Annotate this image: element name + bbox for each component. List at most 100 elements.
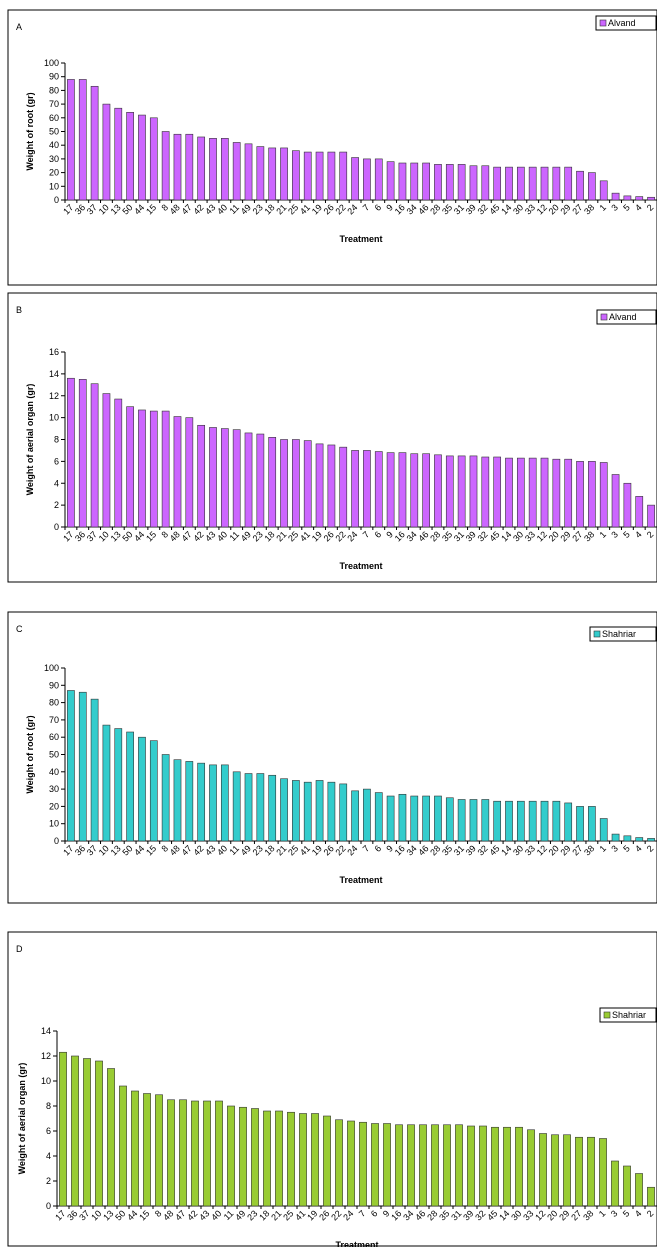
bar — [410, 162, 419, 201]
y-tick-label: 6 — [54, 456, 59, 466]
bar — [323, 1115, 331, 1207]
bar — [303, 440, 312, 528]
x-tick-label: 9 — [384, 202, 395, 213]
bar — [185, 761, 194, 842]
bar — [209, 427, 217, 528]
legend-frame — [596, 309, 657, 325]
bar — [268, 147, 277, 201]
bar — [197, 136, 206, 201]
y-tick-label: 0 — [54, 522, 59, 532]
y-tick-label: 100 — [44, 663, 59, 673]
bar — [552, 458, 561, 528]
bar — [102, 724, 111, 842]
bar — [457, 455, 466, 528]
x-tick-label: 7 — [357, 1208, 368, 1219]
legend-label: Alvand — [609, 312, 637, 322]
legend-label: Alvand — [608, 18, 636, 28]
y-tick-label: 2 — [46, 1176, 51, 1186]
x-tick-label: 24 — [341, 1208, 355, 1222]
y-tick-label: 4 — [46, 1151, 51, 1161]
panel-label: D — [16, 944, 23, 954]
bar — [138, 409, 146, 528]
bar — [161, 410, 170, 528]
x-tick-label: 1 — [597, 1208, 608, 1219]
bar — [149, 410, 158, 528]
bar — [311, 1113, 319, 1207]
x-tick-label: 3 — [609, 202, 620, 213]
bar — [434, 164, 442, 201]
bar — [303, 781, 312, 842]
panel-frame — [7, 292, 657, 583]
bar — [155, 1094, 163, 1207]
bar — [623, 195, 632, 201]
x-tick-label: 4 — [633, 202, 644, 213]
bar — [244, 432, 253, 528]
y-tick-label: 90 — [49, 72, 59, 82]
bar — [167, 1099, 175, 1207]
bar — [635, 196, 644, 201]
y-tick-label: 0 — [54, 195, 59, 205]
bar — [647, 504, 655, 528]
x-tick-label: 7 — [361, 843, 372, 854]
x-tick-label: 2 — [645, 202, 656, 213]
y-tick-label: 10 — [49, 819, 59, 829]
bar — [398, 452, 407, 528]
y-tick-label: 20 — [49, 168, 59, 178]
x-tick-label: 38 — [582, 843, 596, 857]
bar — [244, 143, 253, 201]
bar — [299, 1113, 307, 1207]
bar — [280, 147, 288, 201]
x-tick-label: 24 — [345, 529, 359, 543]
bar — [339, 151, 348, 201]
bar — [197, 762, 206, 842]
bar — [647, 196, 655, 201]
bar — [161, 754, 170, 842]
bar — [481, 799, 490, 842]
bar — [131, 1090, 139, 1207]
bar — [335, 1119, 343, 1207]
x-tick-label: 5 — [621, 529, 632, 540]
bar — [611, 833, 620, 842]
bar — [383, 1123, 391, 1207]
bar — [371, 1123, 379, 1207]
x-tick-label: 4 — [633, 843, 644, 854]
bar — [244, 773, 253, 842]
bar — [540, 800, 549, 842]
bar — [339, 783, 348, 842]
bar — [434, 454, 442, 528]
x-tick-label: 5 — [621, 202, 632, 213]
bar — [173, 416, 182, 528]
bar — [374, 451, 383, 528]
bar — [292, 780, 300, 842]
bar — [138, 736, 146, 842]
bar — [78, 379, 87, 528]
y-tick-label: 2 — [54, 500, 59, 510]
bar — [445, 164, 454, 201]
bar — [457, 164, 466, 201]
bar — [576, 806, 584, 842]
bar — [647, 1186, 655, 1207]
bar — [505, 800, 513, 842]
bar — [410, 795, 419, 842]
y-tick-label: 30 — [49, 154, 59, 164]
y-tick-label: 20 — [49, 801, 59, 811]
bar — [78, 79, 87, 201]
bar — [407, 1124, 415, 1207]
bar — [161, 131, 170, 201]
panel-frame — [7, 9, 657, 286]
bar — [374, 158, 383, 201]
bar — [539, 1133, 547, 1207]
bar — [588, 806, 596, 842]
bar — [445, 797, 454, 842]
bar — [327, 444, 336, 528]
x-tick-label: 1 — [598, 202, 609, 213]
x-tick-label: 6 — [373, 843, 384, 854]
bar — [635, 837, 644, 842]
bar — [351, 450, 359, 528]
x-tick-label: 15 — [144, 529, 158, 543]
bar — [347, 1120, 355, 1207]
bar — [173, 133, 182, 201]
panel-label: A — [16, 22, 22, 32]
y-tick-label: 6 — [46, 1126, 51, 1136]
bar — [647, 838, 655, 842]
